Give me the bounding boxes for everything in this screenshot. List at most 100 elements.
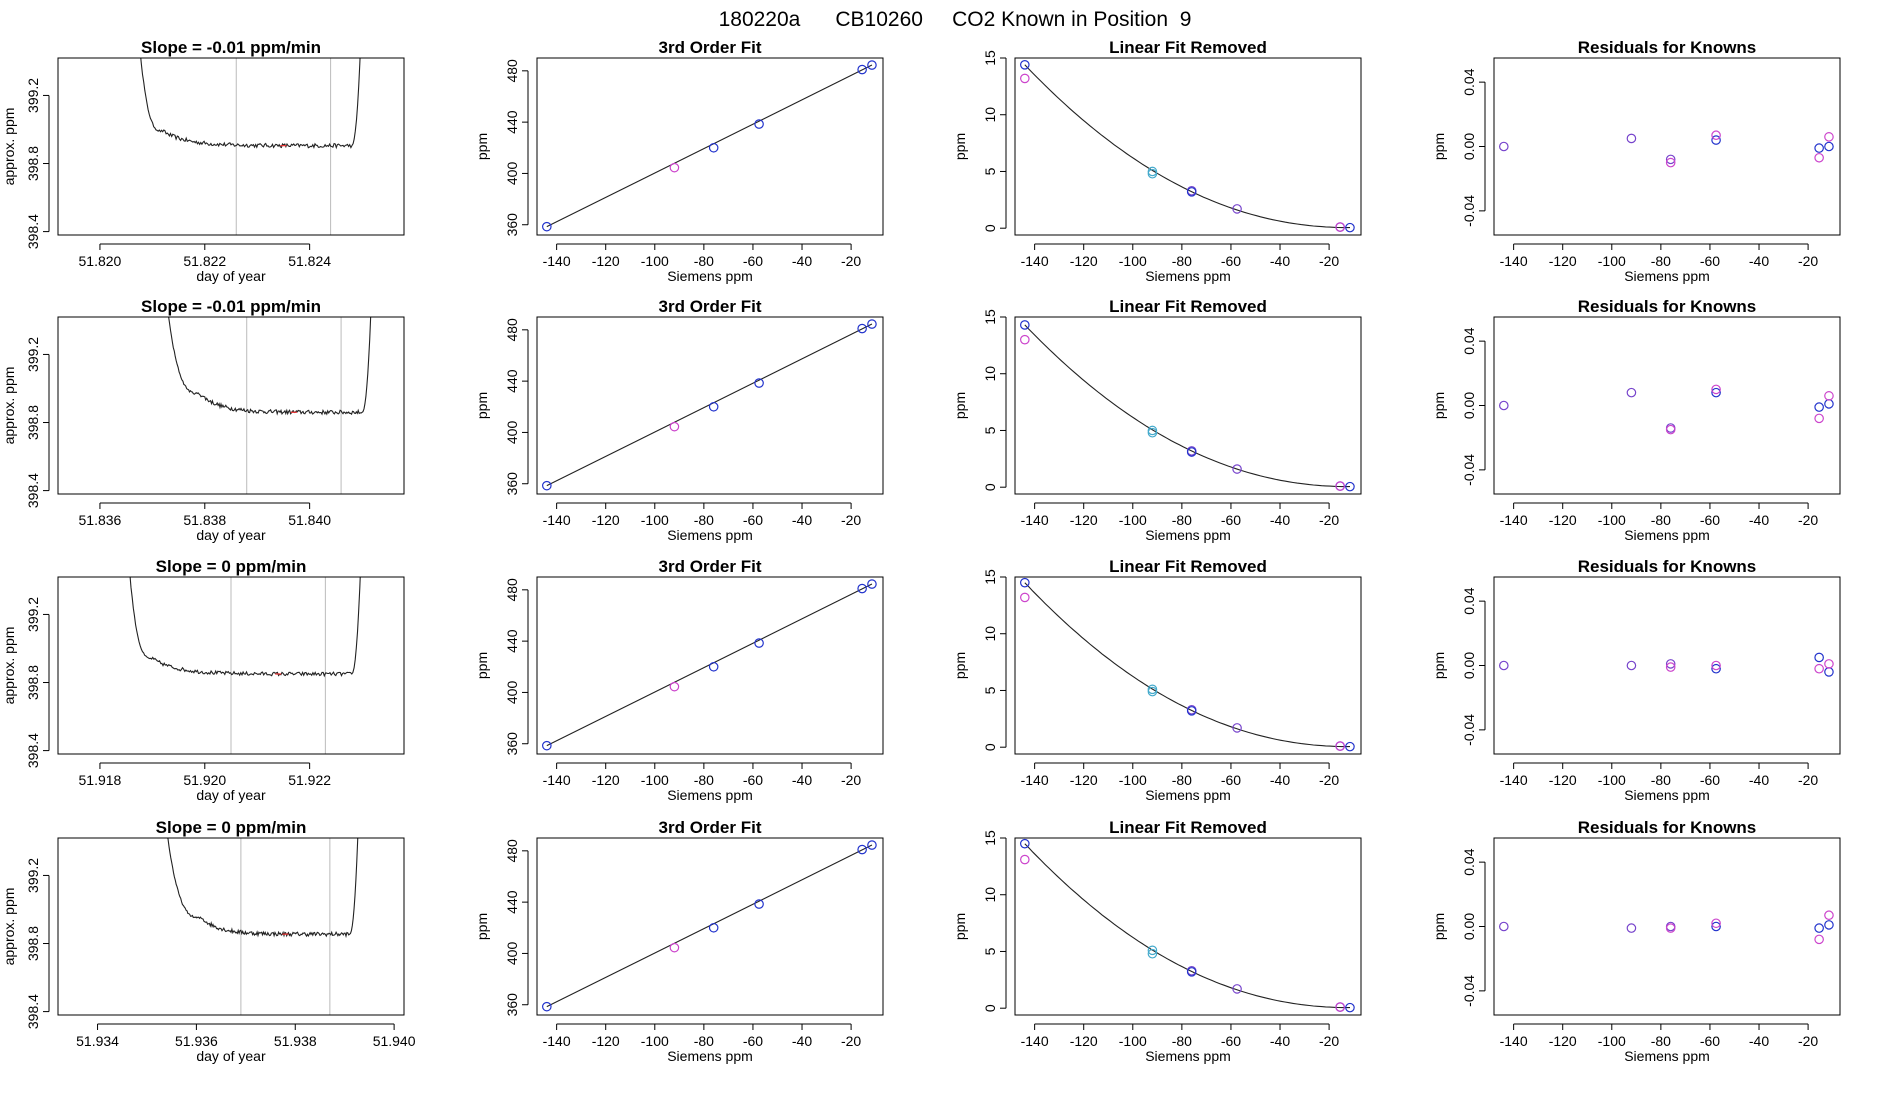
data-point bbox=[1232, 984, 1242, 994]
x-tick-label: -40 bbox=[1749, 1033, 1769, 1049]
data-point bbox=[1824, 920, 1834, 930]
x-tick-label: -80 bbox=[1172, 1033, 1192, 1049]
x-tick-label: 51.934 bbox=[76, 1033, 119, 1049]
x-tick-label: -120 bbox=[1070, 1033, 1098, 1049]
x-tick-label: -100 bbox=[1598, 512, 1626, 528]
y-tick-label: 400 bbox=[504, 162, 520, 186]
x-tick-label: -20 bbox=[841, 772, 861, 788]
plot-frame bbox=[536, 576, 884, 755]
x-tick-label: -120 bbox=[1549, 1033, 1577, 1049]
data-point bbox=[1665, 157, 1676, 168]
data-point bbox=[1626, 660, 1637, 671]
data-point bbox=[1626, 133, 1637, 144]
plot-frame bbox=[1014, 316, 1362, 495]
y-tick-label: 0.00 bbox=[1461, 392, 1477, 419]
plot-area bbox=[129, 577, 361, 754]
data-point bbox=[1814, 143, 1824, 153]
y-axis-label: ppm bbox=[952, 652, 968, 679]
y-tick-label: 398.8 bbox=[25, 146, 41, 181]
x-tick-label: -60 bbox=[743, 1033, 763, 1049]
data-point bbox=[669, 942, 680, 953]
y-tick-label: 5 bbox=[982, 167, 998, 175]
x-tick-label: -60 bbox=[1221, 772, 1241, 788]
data-point bbox=[1665, 424, 1676, 435]
data-point bbox=[1814, 402, 1824, 412]
x-tick-label: 51.836 bbox=[79, 512, 122, 528]
time-series-trace bbox=[140, 58, 361, 150]
plot-area bbox=[1499, 652, 1834, 677]
y-axis-label: ppm bbox=[474, 133, 490, 160]
x-tick-label: -120 bbox=[1070, 253, 1098, 269]
data-point bbox=[1020, 577, 1030, 588]
x-axis-label: Siemens ppm bbox=[667, 268, 753, 284]
x-tick-label: -60 bbox=[1700, 512, 1720, 528]
data-point bbox=[1232, 204, 1242, 214]
x-axis-label: Siemens ppm bbox=[1624, 527, 1710, 543]
x-tick-label: -100 bbox=[1119, 253, 1147, 269]
x-tick-label: -20 bbox=[1319, 772, 1339, 788]
panel-r1-c3: Linear Fit Removed -140 -120 -100 -80 -60 -40 -… bbox=[952, 38, 1362, 284]
x-tick-label: -20 bbox=[1319, 512, 1339, 528]
x-tick-label: -80 bbox=[694, 253, 714, 269]
x-tick-label: 51.922 bbox=[288, 772, 331, 788]
x-tick-label: -40 bbox=[1749, 512, 1769, 528]
time-series-trace bbox=[167, 838, 359, 939]
y-tick-label: 360 bbox=[504, 213, 520, 237]
data-point bbox=[1711, 921, 1721, 932]
plot-area bbox=[1020, 838, 1355, 1013]
y-tick-label: 398.4 bbox=[25, 473, 41, 508]
plot-area bbox=[1020, 577, 1355, 752]
panel-r2-c1: Slope = -0.01 ppm/min 51.836 51.838 51.840 d… bbox=[1, 297, 405, 543]
data-point bbox=[1345, 741, 1355, 752]
data-point bbox=[1626, 923, 1637, 933]
panel-r2-c2: 3rd Order Fit -140 -120 -100 -80 -60 -40 -20 Sie… bbox=[474, 297, 884, 543]
y-tick-label: 398.8 bbox=[25, 665, 41, 700]
x-tick-label: -100 bbox=[1598, 253, 1626, 269]
data-point bbox=[1020, 73, 1030, 84]
panel-r3-c1: Slope = 0 ppm/min 51.918 51.920 51.922 day o… bbox=[1, 557, 405, 803]
panel-title: Residuals for Knowns bbox=[1578, 818, 1757, 837]
data-point bbox=[1499, 921, 1509, 932]
data-point bbox=[1499, 141, 1509, 152]
data-point bbox=[1626, 387, 1637, 398]
plot-area bbox=[542, 319, 877, 491]
data-point bbox=[1814, 152, 1824, 163]
y-tick-label: 5 bbox=[982, 686, 998, 694]
panel-title: 3rd Order Fit bbox=[659, 297, 762, 316]
data-point bbox=[1665, 923, 1676, 933]
x-tick-label: -20 bbox=[1798, 253, 1818, 269]
panel-r3-c2: 3rd Order Fit -140 -120 -100 -80 -60 -40 -20 Sie… bbox=[474, 557, 884, 803]
panel-r1-c1: Slope = -0.01 ppm/min 51.820 51.822 51.824 d… bbox=[1, 38, 405, 284]
x-tick-label: -20 bbox=[1798, 1033, 1818, 1049]
y-tick-label: 5 bbox=[982, 426, 998, 434]
data-point bbox=[1020, 854, 1030, 865]
panel-r2-c3: Linear Fit Removed -140 -120 -100 -80 -60 -40 -… bbox=[952, 297, 1362, 543]
data-point bbox=[1824, 141, 1834, 152]
y-tick-label: 360 bbox=[504, 993, 520, 1017]
plot-frame bbox=[1014, 576, 1362, 755]
data-point bbox=[857, 64, 867, 75]
plot-frame bbox=[57, 837, 405, 1016]
y-tick-label: 480 bbox=[504, 59, 520, 83]
data-point bbox=[857, 583, 867, 594]
panel-r3-c3: Linear Fit Removed -140 -120 -100 -80 -60 -40 -… bbox=[952, 557, 1362, 803]
plot-area bbox=[542, 60, 877, 232]
data-point bbox=[1824, 910, 1834, 921]
x-tick-label: -40 bbox=[1749, 772, 1769, 788]
x-tick-label: -20 bbox=[1319, 253, 1339, 269]
data-point bbox=[1335, 1002, 1345, 1012]
x-tick-label: -80 bbox=[1172, 512, 1192, 528]
y-axis-label: approx. ppm bbox=[1, 627, 17, 705]
panel-r2-c4: Residuals for Knowns -140 -120 -100 -80 -60 -4… bbox=[1431, 297, 1841, 543]
x-tick-label: -100 bbox=[1119, 772, 1147, 788]
y-axis-label: approx. ppm bbox=[1, 367, 17, 445]
data-point bbox=[867, 840, 877, 850]
data-point bbox=[1020, 592, 1030, 603]
y-tick-label: 0 bbox=[982, 743, 998, 751]
data-point bbox=[1824, 132, 1834, 142]
x-tick-label: -120 bbox=[592, 1033, 620, 1049]
x-tick-label: -100 bbox=[641, 1033, 669, 1049]
plot-area bbox=[1499, 910, 1834, 945]
x-tick-label: -80 bbox=[694, 1033, 714, 1049]
x-axis-label: Siemens ppm bbox=[1624, 1048, 1710, 1064]
